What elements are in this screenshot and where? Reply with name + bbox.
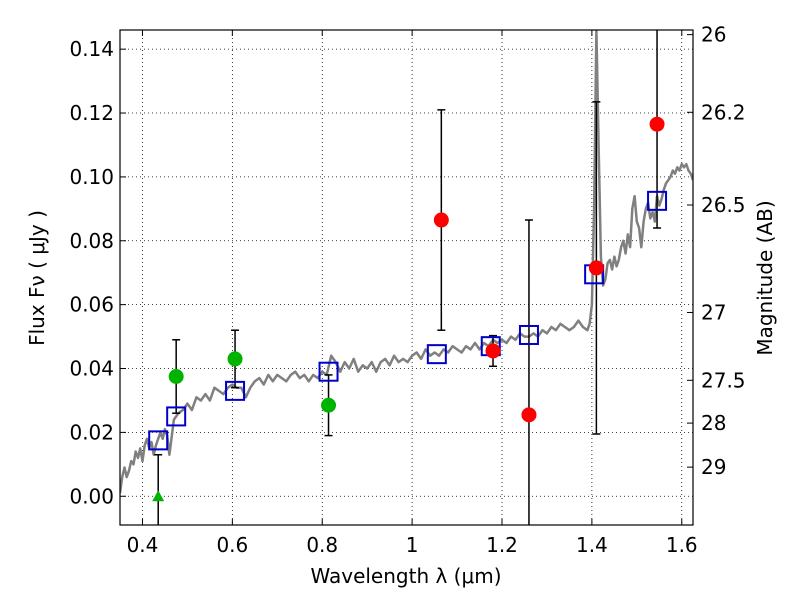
y2-axis-label: Magnitude (AB) <box>753 200 777 355</box>
grid <box>120 30 693 525</box>
x-tick-label: 0.8 <box>306 533 338 557</box>
mag-tick-label: 28 <box>701 411 726 435</box>
x-tick-label: 0.6 <box>216 533 248 557</box>
plot-area <box>120 30 693 525</box>
axes-ticks: 0.4 0.6 0.8 1 1.2 1.4 1.6 0.00 0.02 0.04 0.06 0.08 0… <box>69 23 745 557</box>
optical-upper-limit-marker <box>152 490 165 502</box>
x-axis-label: Wavelength λ (μm) <box>310 564 501 588</box>
model-photometry-point <box>647 190 668 211</box>
y-tick-label: 0.02 <box>69 420 114 444</box>
y-tick-label: 0.10 <box>69 165 114 189</box>
model-photometry-point <box>518 324 539 345</box>
x-tick-label: 1.2 <box>486 533 518 557</box>
model-photometry-point <box>426 344 447 365</box>
mag-tick-label: 27 <box>701 300 726 324</box>
y-tick-label: 0.12 <box>69 101 114 125</box>
y-tick-label: 0.08 <box>69 229 114 253</box>
x-tick-label: 1.6 <box>666 533 698 557</box>
model-photometry-point <box>148 430 169 451</box>
mag-tick-label: 26.5 <box>701 193 746 217</box>
nir-data-point <box>649 116 665 132</box>
model-spectrum-line <box>120 30 693 494</box>
mag-tick-label: 27.5 <box>701 368 746 392</box>
y-tick-label: 0.00 <box>69 484 114 508</box>
x-tick-label: 0.4 <box>127 533 159 557</box>
y-tick-label: 0.04 <box>69 357 114 381</box>
nir-data-point <box>433 212 449 228</box>
y-tick-label: 0.14 <box>69 37 114 61</box>
mag-tick-label: 29 <box>701 455 726 479</box>
model-photometry-point <box>166 406 187 427</box>
model-photometry-point <box>225 380 246 401</box>
nir-data-point <box>588 260 604 276</box>
y-axis-label: Flux Fν ( μJy ) <box>25 210 49 346</box>
nir-data-point <box>485 343 501 359</box>
plot-frame <box>119 29 694 526</box>
x-tick-label: 1.4 <box>576 533 608 557</box>
mag-tick-label: 26 <box>701 23 726 47</box>
x-tick-label: 1 <box>406 533 419 557</box>
nir-data-point <box>521 407 537 423</box>
optical-data-point <box>227 351 243 367</box>
y-tick-label: 0.06 <box>69 293 114 317</box>
mag-tick-label: 26.2 <box>701 100 746 124</box>
model-photometry-point <box>318 361 339 382</box>
optical-data-point <box>168 369 184 384</box>
optical-data-point <box>321 397 337 413</box>
